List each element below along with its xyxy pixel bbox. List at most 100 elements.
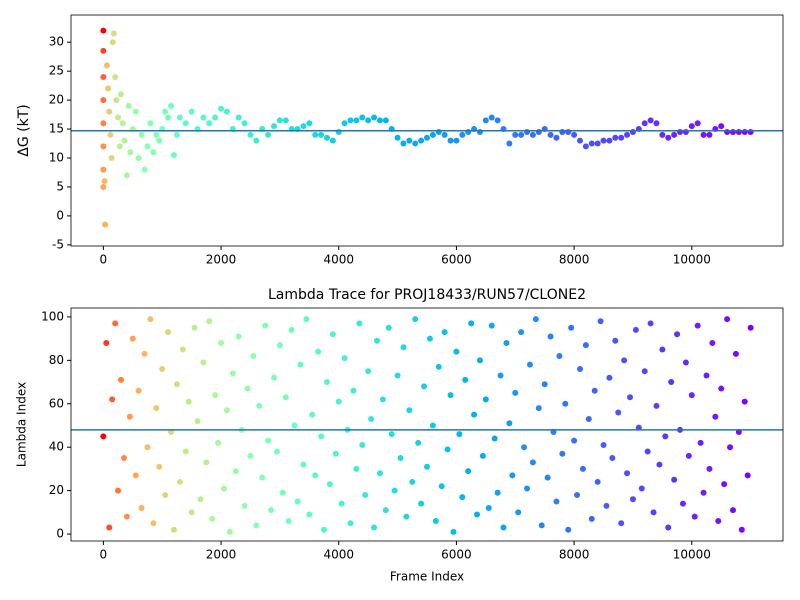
point [529, 131, 536, 138]
point [182, 120, 189, 127]
point [127, 149, 134, 156]
point [421, 383, 428, 390]
point [632, 326, 639, 333]
point [518, 329, 525, 336]
point [409, 478, 416, 485]
point [665, 524, 672, 531]
point [400, 344, 407, 351]
point [368, 415, 375, 422]
axes-frame [70, 14, 784, 247]
point [353, 465, 360, 472]
point [412, 140, 419, 147]
point [509, 472, 516, 479]
point [715, 518, 722, 525]
point [115, 487, 122, 494]
y-tick-label: 25 [49, 64, 64, 78]
point [100, 183, 107, 190]
point [429, 422, 436, 429]
point [362, 491, 369, 498]
point [271, 374, 278, 381]
point [600, 442, 607, 449]
point [606, 374, 613, 381]
point [329, 331, 336, 338]
x-tick-label: 8000 [559, 253, 590, 267]
point [656, 461, 663, 468]
point [200, 359, 207, 366]
point [106, 108, 113, 115]
point [185, 398, 192, 405]
point [176, 114, 183, 121]
point [579, 465, 586, 472]
point [718, 385, 725, 392]
point [312, 472, 319, 479]
point [318, 433, 325, 440]
point [729, 128, 736, 135]
point [103, 339, 110, 346]
point [500, 524, 507, 531]
point [688, 392, 695, 399]
point [168, 102, 175, 109]
point [724, 128, 731, 135]
point [594, 478, 601, 485]
point [691, 513, 698, 520]
point [271, 123, 278, 130]
point [650, 509, 657, 516]
point [326, 481, 333, 488]
point [373, 337, 380, 344]
point [300, 123, 307, 130]
point [101, 178, 108, 185]
point [465, 128, 472, 135]
point [518, 131, 525, 138]
point [618, 520, 625, 527]
x-tick-label: 0 [100, 253, 108, 267]
point [200, 114, 207, 121]
point [144, 444, 151, 451]
point [597, 318, 604, 325]
point [553, 134, 560, 141]
point [394, 134, 401, 141]
point [706, 465, 713, 472]
point [100, 433, 107, 440]
point [144, 143, 151, 150]
point [582, 342, 589, 349]
point [609, 455, 616, 462]
point [618, 134, 625, 141]
point [288, 326, 295, 333]
point [406, 137, 413, 144]
point [685, 452, 692, 459]
point [215, 439, 222, 446]
point [138, 504, 145, 511]
point [565, 526, 572, 533]
point [109, 396, 116, 403]
point [285, 518, 292, 525]
point [182, 448, 189, 455]
point [553, 498, 560, 505]
y-axis-label: Lambda Index [15, 382, 29, 467]
point [647, 320, 654, 327]
point [173, 381, 180, 388]
point [353, 117, 360, 124]
point [365, 117, 372, 124]
point [102, 221, 109, 228]
point [119, 120, 126, 127]
point [653, 402, 660, 409]
point [116, 143, 123, 150]
point [294, 498, 301, 505]
point [153, 131, 160, 138]
point [256, 402, 263, 409]
point [273, 448, 280, 455]
point [212, 114, 219, 121]
point [107, 131, 114, 138]
point [220, 485, 227, 492]
point [247, 131, 254, 138]
point [644, 448, 651, 455]
point [323, 134, 330, 141]
point [432, 518, 439, 525]
y-tick-label: 15 [49, 122, 64, 136]
point [629, 496, 636, 503]
point [376, 117, 383, 124]
y-tick-label: -5 [52, 237, 64, 251]
point [188, 108, 195, 115]
point [141, 350, 148, 357]
point [100, 73, 107, 80]
